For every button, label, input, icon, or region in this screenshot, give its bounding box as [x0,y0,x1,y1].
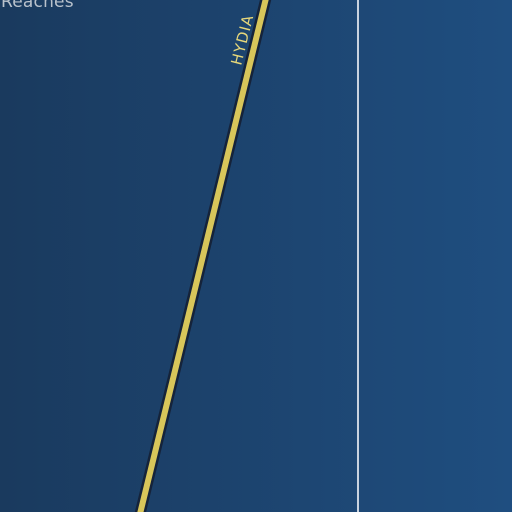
area-label: Reaches [1,0,74,12]
road-line[interactable] [137,0,269,512]
